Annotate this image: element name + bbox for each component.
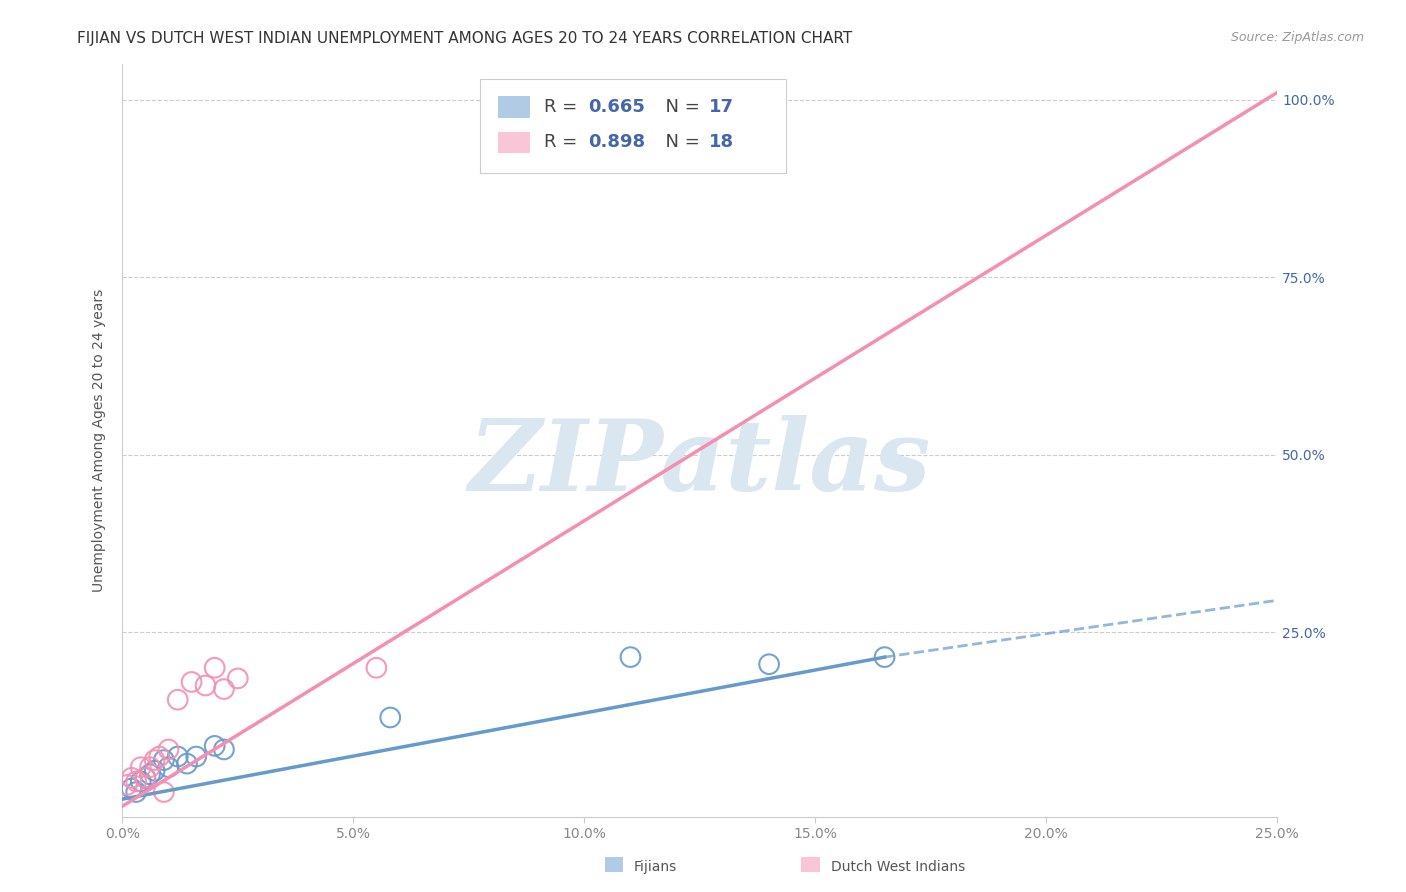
Point: [204, 661, 226, 675]
Point: [176, 756, 198, 771]
Point: [157, 742, 180, 756]
Point: [166, 692, 188, 706]
Text: R =: R =: [544, 98, 583, 116]
Text: N =: N =: [654, 98, 704, 116]
Point: [143, 753, 166, 767]
Text: Dutch West Indians: Dutch West Indians: [831, 860, 965, 874]
Point: [180, 675, 202, 690]
Point: [212, 742, 235, 756]
Point: [143, 764, 166, 778]
Text: Fijians: Fijians: [634, 860, 678, 874]
Point: [758, 111, 780, 125]
Text: 0.898: 0.898: [588, 134, 645, 152]
Text: R =: R =: [544, 134, 583, 152]
Text: FIJIAN VS DUTCH WEST INDIAN UNEMPLOYMENT AMONG AGES 20 TO 24 YEARS CORRELATION C: FIJIAN VS DUTCH WEST INDIAN UNEMPLOYMENT…: [77, 31, 852, 46]
Point: [153, 785, 176, 799]
Point: [226, 672, 249, 686]
Point: [129, 774, 152, 789]
Point: [194, 679, 217, 693]
Point: [129, 760, 152, 774]
Point: [139, 760, 162, 774]
Text: Source: ZipAtlas.com: Source: ZipAtlas.com: [1230, 31, 1364, 45]
Text: N =: N =: [654, 134, 704, 152]
Point: [125, 785, 148, 799]
Point: [153, 753, 176, 767]
Y-axis label: Unemployment Among Ages 20 to 24 years: Unemployment Among Ages 20 to 24 years: [93, 289, 107, 592]
Point: [115, 778, 138, 792]
Point: [366, 661, 388, 675]
Point: [121, 771, 143, 785]
Text: 0.665: 0.665: [588, 98, 644, 116]
Point: [212, 681, 235, 696]
FancyBboxPatch shape: [481, 79, 786, 173]
Point: [134, 771, 156, 785]
Point: [166, 749, 188, 764]
FancyBboxPatch shape: [498, 96, 530, 118]
Point: [139, 767, 162, 781]
Point: [380, 710, 402, 724]
Point: [125, 774, 148, 789]
Point: [873, 650, 896, 665]
Point: [121, 781, 143, 796]
FancyBboxPatch shape: [498, 132, 530, 153]
Point: [134, 771, 156, 785]
Text: ZIPatlas: ZIPatlas: [468, 415, 931, 511]
Point: [186, 749, 208, 764]
Text: 18: 18: [709, 134, 734, 152]
Point: [157, 760, 180, 774]
Point: [148, 749, 170, 764]
Text: 17: 17: [709, 98, 734, 116]
Point: [619, 650, 641, 665]
Point: [204, 739, 226, 753]
Point: [758, 657, 780, 672]
